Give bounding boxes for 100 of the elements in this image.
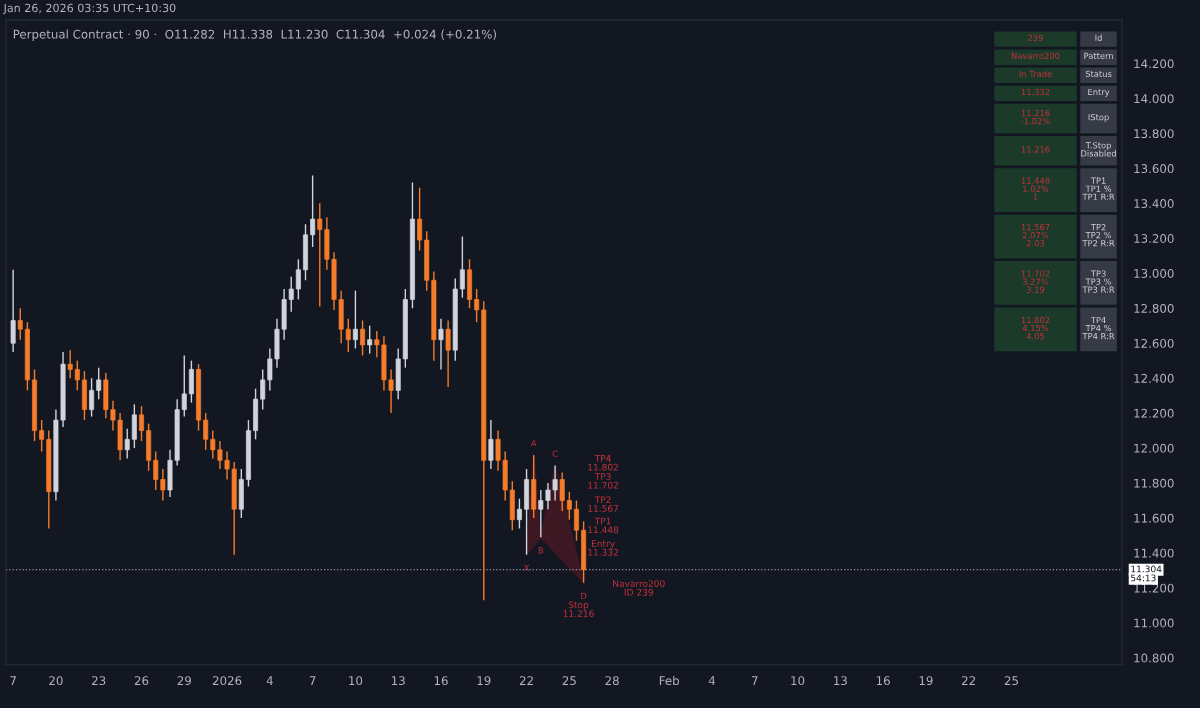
y-tick-label: 13.800 — [1134, 129, 1174, 139]
candlestick — [445, 319, 451, 388]
candlestick — [367, 325, 373, 355]
candlestick — [559, 471, 565, 512]
x-tick-label: 13 — [391, 676, 405, 686]
x-tick-label: 16 — [876, 676, 890, 686]
x-tick-label: 20 — [49, 676, 63, 686]
x-tick-label: 22 — [962, 676, 976, 685]
y-tick-label: 14.000 — [1134, 94, 1174, 104]
annotation: TP1 TP1 % TP1 R:R — [1082, 177, 1115, 200]
text: Jan 26, 2026 03:35 UTC+10:30 — [3, 3, 176, 15]
candlestick — [39, 419, 45, 453]
candlestick — [417, 186, 423, 252]
y-tick-label: 13.200 — [1134, 234, 1174, 243]
x-tick-label: 26 — [134, 676, 149, 686]
y-tick-label: 11.000 — [1134, 618, 1174, 628]
text: 54:13 — [1131, 574, 1156, 582]
annotation: C — [552, 450, 558, 457]
annotation: X — [523, 564, 530, 571]
candlestick — [352, 290, 358, 350]
x-tick-label: 4 — [708, 676, 716, 685]
annotation: Stop 11.216 — [563, 601, 594, 617]
candlestick — [74, 359, 80, 392]
annotation: B — [538, 547, 544, 554]
annotation: Pattern — [1084, 52, 1113, 60]
ref-line-label: 11.304 — [1131, 565, 1162, 573]
candlestick — [566, 491, 572, 521]
y-tick-label: 11.800 — [1134, 478, 1174, 488]
y-tick-label: 11.200 — [1134, 583, 1174, 593]
x-tick-label: 29 — [177, 676, 191, 686]
annotation: TP4 TP4 % TP4 R:R — [1082, 316, 1115, 340]
x-tick-label: 23 — [92, 676, 106, 686]
candlestick — [203, 412, 209, 451]
candlestick — [474, 288, 480, 323]
x-tick-label: 22 — [519, 676, 533, 685]
y-tick-label: 13.600 — [1134, 164, 1174, 174]
x-tick-label: 10 — [349, 676, 363, 686]
y-tick-label: 12.000 — [1134, 443, 1174, 453]
y-tick-label: 12.200 — [1134, 408, 1174, 418]
candlestick — [459, 235, 465, 299]
annotation: IStop — [1088, 113, 1109, 122]
x-tick-label: 7 — [309, 676, 316, 685]
x-tick-label: 19 — [919, 676, 933, 686]
candlestick — [488, 419, 494, 470]
x-tick-label: Feb — [659, 675, 679, 686]
candlestick — [295, 258, 301, 301]
annotation: 11.702 3.27% 3.19 — [1021, 270, 1050, 293]
candlestick — [438, 318, 444, 371]
x-tick-label: 7 — [751, 676, 758, 685]
x-tick-label: 2026 — [212, 676, 242, 686]
annotation: Navarro200 ID 239 — [613, 580, 665, 596]
annotation: TP3 11.702 — [588, 473, 618, 489]
y-tick-label: 12.400 — [1134, 373, 1174, 383]
annotation: TP3 TP3 % TP3 R:R — [1082, 270, 1115, 293]
annotation: 11.216 — [1021, 146, 1050, 153]
candlestick — [360, 319, 366, 357]
annotation: Entry 11.332 — [588, 540, 618, 556]
text: Perpetual Contract · 90 · O11.282 H11.338 L11.230 C11.304 +0.024 (+0.21%) — [13, 29, 496, 41]
annotation: 11.216 -1.02% — [1021, 109, 1050, 125]
y-tick-label: 12.800 — [1134, 303, 1174, 313]
y-tick-label: 12.600 — [1134, 338, 1174, 348]
y-tick-label: 10.800 — [1134, 653, 1174, 663]
annotation: 11.802 4.15% 4.05 — [1021, 316, 1050, 340]
candlestick — [10, 269, 16, 353]
candlestick — [310, 174, 316, 248]
x-tick-label: 13 — [834, 676, 847, 686]
annotation: Id — [1095, 34, 1102, 41]
candlestick — [17, 307, 23, 341]
y-tick-label: 11.600 — [1134, 513, 1174, 523]
annotation: TP2 11.567 — [588, 496, 619, 512]
x-tick-label: 19 — [477, 676, 491, 686]
annotation: 239 — [1028, 34, 1043, 41]
annotation: In Trade — [1019, 70, 1052, 78]
x-tick-label: 25 — [1004, 676, 1018, 686]
x-tick-label: 4 — [266, 676, 273, 685]
candlestick — [124, 428, 130, 460]
candlestick — [573, 499, 579, 542]
annotation: 11.448 1.02% 1 — [1021, 177, 1050, 200]
annotation: 11.332 — [1021, 88, 1050, 96]
candlestick — [89, 377, 95, 418]
y-tick-label: 11.400 — [1134, 548, 1174, 558]
annotation: D — [581, 592, 587, 599]
annotation: Status — [1085, 70, 1112, 78]
y-tick-label: 13.000 — [1134, 269, 1174, 278]
x-tick-label: 28 — [605, 676, 619, 686]
annotation: 11.567 2.07% 2.03 — [1021, 223, 1050, 247]
x-tick-label: 16 — [434, 676, 448, 686]
candlestick — [516, 498, 522, 530]
annotation: TP1 11.448 — [588, 517, 619, 534]
x-tick-label: 7 — [10, 676, 16, 685]
candlestick — [96, 366, 102, 400]
annotation: TP4 11.802 — [588, 455, 618, 471]
annotation: Navarro200 — [1011, 52, 1060, 60]
annotation: A — [530, 440, 537, 447]
y-tick-label: 14.200 — [1134, 59, 1174, 69]
y-tick-label: 13.400 — [1134, 199, 1174, 209]
x-tick-label: 25 — [562, 676, 576, 686]
candlestick — [139, 405, 144, 442]
annotation: T.Stop Disabled — [1081, 142, 1116, 157]
candlestick — [67, 349, 73, 379]
